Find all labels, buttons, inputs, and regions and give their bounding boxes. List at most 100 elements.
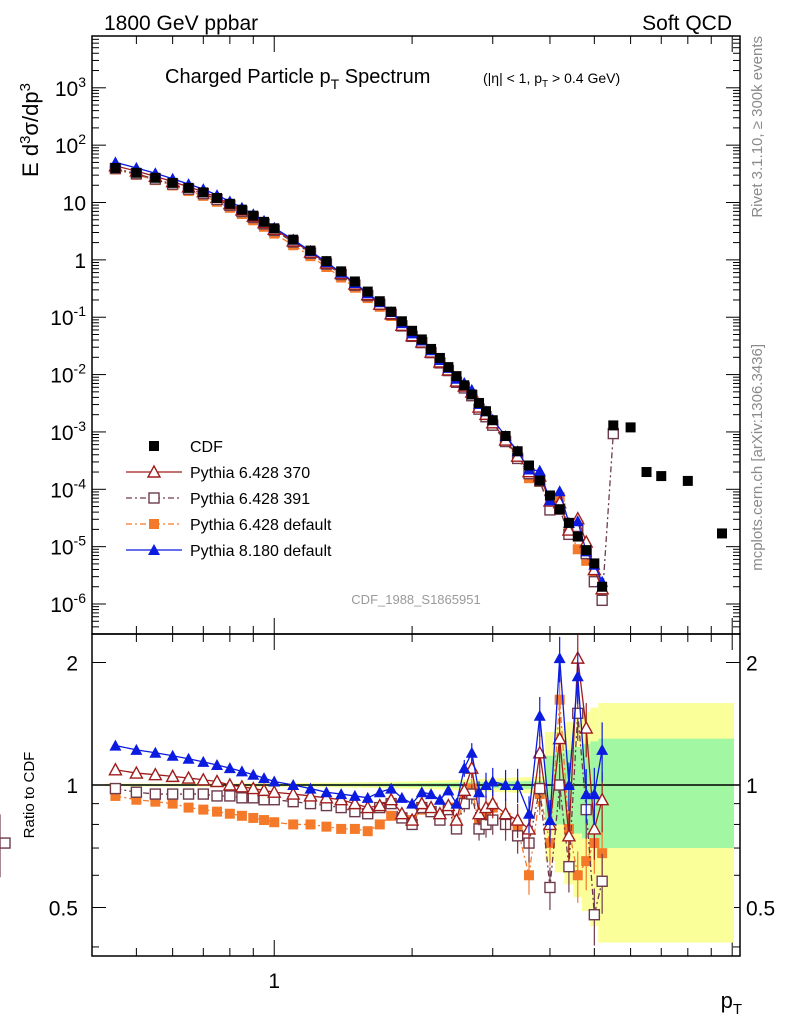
series-line	[115, 168, 603, 597]
ratio-point	[268, 775, 281, 787]
ratio-point	[333, 792, 349, 806]
ratio-point	[224, 790, 236, 802]
cdf-data-point	[362, 286, 373, 297]
data-point	[581, 555, 592, 566]
ratio-point	[319, 790, 334, 804]
cdf-data-point	[625, 422, 636, 433]
legend-entry: CDF	[149, 439, 223, 456]
cdf-data-point	[269, 223, 280, 234]
ratio-point	[209, 774, 225, 788]
cdf-data-point	[554, 504, 565, 515]
cdf-data-point	[386, 306, 397, 317]
data-point	[553, 485, 566, 497]
legend-marker	[146, 464, 162, 478]
ratio-point	[580, 788, 593, 800]
cdf-data-point	[589, 558, 600, 569]
series-pythia-6-428-default	[110, 164, 608, 602]
ratio-point	[288, 819, 299, 830]
cdf-data-point	[167, 177, 178, 188]
cdf-data-point	[474, 397, 485, 408]
cdf-data-point	[396, 316, 407, 327]
ratio-point	[533, 709, 546, 721]
ratio-point	[414, 796, 429, 810]
ratio-point	[404, 812, 420, 826]
legend-label: Pythia 8.180 default	[190, 543, 332, 560]
ratio-point	[596, 875, 608, 887]
cdf-data-point	[656, 471, 667, 482]
ratio-point	[182, 752, 195, 764]
ratio-point	[571, 670, 584, 682]
ratio-plot-frame	[91, 633, 741, 957]
legend-entry: Pythia 8.180 default	[126, 543, 332, 560]
legend-entry: Pythia 6.428 default	[126, 517, 332, 534]
ratio-point	[165, 768, 180, 783]
ratio-point	[597, 848, 608, 859]
ratio-tick-label-left: 1	[66, 775, 78, 798]
legend: CDF Pythia 6.428 370 Pythia 6.428 391 Pythi…	[126, 439, 332, 560]
ratio-point	[303, 788, 318, 802]
cdf-data-point	[336, 266, 347, 277]
ratio-point	[450, 797, 463, 809]
y-tick-label: 10-3	[50, 418, 86, 445]
legend-marker	[149, 441, 159, 451]
ratio-point	[236, 792, 248, 804]
ratio-point	[149, 788, 162, 800]
legend-label: Pythia 6.428 default	[190, 517, 332, 534]
plot-title: Charged Particle pT Spectrum (|η| < 1, p…	[165, 66, 620, 92]
cdf-data-point	[716, 528, 727, 539]
ratio-point	[394, 806, 410, 820]
ratio-point	[479, 778, 492, 790]
ratio-point	[373, 786, 386, 798]
cdf-data-point	[416, 334, 427, 345]
title-text: Charged Particle pT Spectrum	[165, 66, 430, 92]
ratio-point	[458, 762, 471, 774]
ratio-point	[554, 694, 565, 705]
ratio-point	[0, 837, 11, 849]
series-line	[115, 165, 603, 590]
cdf-data-point	[434, 352, 445, 363]
ratio-point	[385, 782, 398, 794]
cdf-data-point	[608, 420, 619, 431]
cdf-data-point	[305, 245, 316, 256]
ratio-point	[372, 798, 387, 812]
ratio-point	[587, 821, 602, 835]
ratio-point	[594, 792, 610, 806]
ratio-point	[395, 791, 408, 803]
ratio-point	[552, 731, 567, 745]
ratio-y-axis-label: Ratio to CDF	[21, 752, 38, 839]
ratio-point	[581, 856, 592, 867]
ratio-point	[223, 762, 236, 774]
ratio-point	[304, 782, 317, 794]
green-band-segment	[573, 746, 582, 834]
ratio-point	[524, 870, 535, 881]
ratio-point	[247, 768, 260, 780]
ratio-point	[553, 652, 566, 664]
series-line	[115, 161, 603, 583]
cdf-data-point	[466, 389, 477, 400]
ratio-point	[130, 786, 143, 798]
ratio-point	[374, 819, 385, 830]
ratio-point	[198, 804, 209, 815]
ratio-point	[498, 806, 513, 820]
y-axis-ticks	[92, 35, 740, 635]
y-tick-label: 10	[63, 193, 86, 216]
ratio-point	[110, 790, 121, 801]
ratio-point	[258, 794, 270, 806]
y-tick-label: 1	[74, 250, 86, 273]
cdf-data-point	[150, 172, 161, 183]
cdf-data-point	[682, 475, 693, 486]
ratio-point	[320, 786, 333, 798]
legend-entry: Pythia 6.428 391	[126, 491, 310, 508]
analysis-tag: CDF_1988_S1865951	[351, 592, 480, 607]
mcplots-reference-text: mcplots.cern.ch [arXiv:1306.3436]	[749, 344, 766, 571]
cdf-data-point	[544, 490, 555, 501]
cdf-data-point	[641, 467, 652, 478]
ratio-point	[563, 860, 575, 873]
ratio-point	[131, 794, 142, 805]
legend-entry: Pythia 6.428 370	[126, 464, 310, 482]
cdf-data-point	[288, 234, 299, 245]
ratio-point	[572, 707, 584, 720]
ratio-point	[130, 743, 143, 755]
series-line	[115, 167, 614, 601]
ratio-point	[321, 821, 332, 832]
